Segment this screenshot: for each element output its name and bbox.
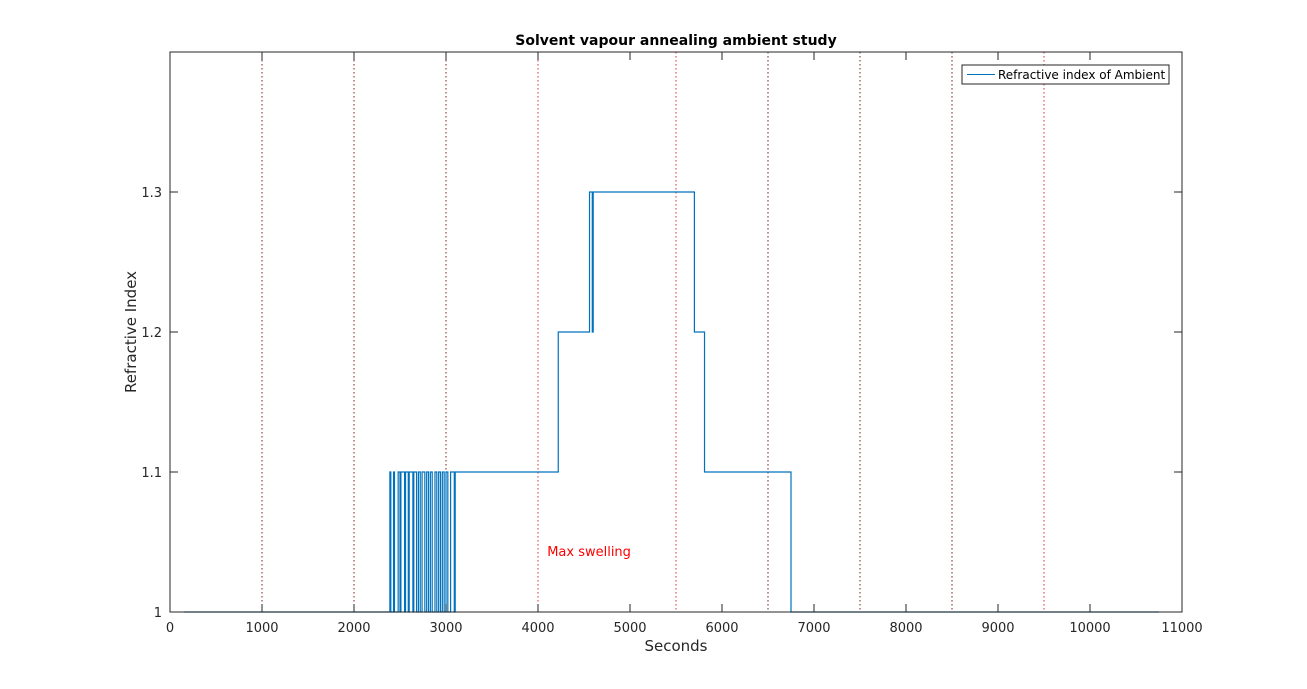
x-axis-label: Seconds — [644, 637, 707, 655]
annotation-text: Max swelling — [547, 545, 631, 560]
chart-title: Solvent vapour annealing ambient study — [515, 33, 836, 49]
legend-entry: Refractive index of Ambient — [998, 68, 1165, 82]
y-tick-label: 1.2 — [141, 326, 162, 341]
annotations: Max swelling — [547, 545, 631, 560]
x-axis-ticks: 0 1000 2000 3000 4000 5000 6000 7000 8000 9000 100… — [166, 52, 1203, 636]
x-tick-label: 11000 — [1161, 621, 1202, 636]
y-axis-ticks: 1 1.1 1.2 1.3 — [141, 186, 1182, 621]
x-tick-label: 0 — [166, 621, 174, 636]
y-tick-label: 1 — [154, 606, 162, 621]
x-tick-label: 1000 — [245, 621, 278, 636]
x-tick-label: 4000 — [521, 621, 554, 636]
x-tick-label: 2000 — [337, 621, 370, 636]
x-tick-label: 7000 — [797, 621, 830, 636]
x-tick-label: 10000 — [1069, 621, 1110, 636]
x-tick-label: 3000 — [429, 621, 462, 636]
legend: Refractive index of Ambient — [961, 64, 1170, 85]
x-tick-label: 5000 — [613, 621, 646, 636]
x-tick-label: 9000 — [981, 621, 1014, 636]
x-tick-label: 6000 — [705, 621, 738, 636]
vertical-reference-lines — [261, 52, 1045, 612]
y-tick-label: 1.3 — [141, 186, 162, 201]
y-tick-label: 1.1 — [141, 466, 162, 481]
legend-box — [961, 64, 1170, 85]
y-axis-label: Refractive Index — [122, 271, 140, 393]
x-tick-label: 8000 — [889, 621, 922, 636]
